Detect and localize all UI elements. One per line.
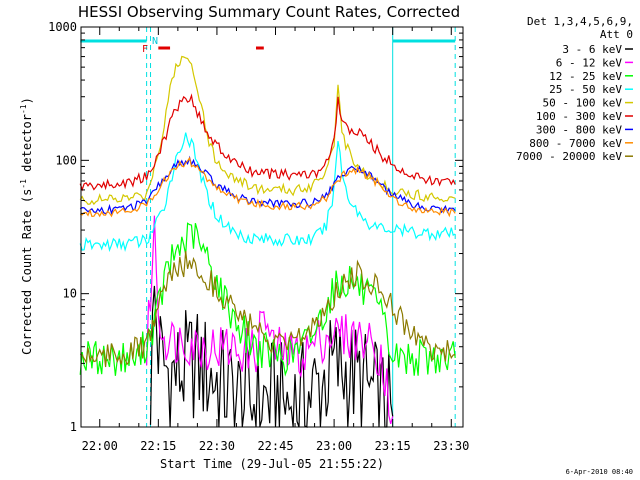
- x-tick-label: 23:00: [316, 439, 352, 453]
- timestamp: 6-Apr-2010 08:40: [566, 468, 633, 476]
- x-tick-label: 23:30: [433, 439, 469, 453]
- legend-header-line2: Att 0: [600, 28, 633, 41]
- series-line-3-6-kev: [149, 285, 394, 428]
- series-line-25-50-kev: [79, 132, 456, 253]
- legend-header-line1: Det 1,3,4,5,6,9,: [527, 15, 633, 28]
- legend-label-7000-20000-kev: 7000 - 20000 keV: [516, 150, 622, 163]
- x-tick-label: 22:15: [140, 439, 176, 453]
- x-axis: 22:00 22:15 22:30 22:45 23:00 23:15 23:30: [82, 27, 469, 453]
- night-indicators: [80, 39, 456, 50]
- legend-label-100-300-kev: 100 - 300 keV: [536, 110, 622, 123]
- plot-frame: [80, 26, 464, 428]
- legend-label-25-50-kev: 25 - 50 keV: [549, 83, 622, 96]
- legend-label-300-800-kev: 300 - 800 keV: [536, 123, 622, 136]
- legend-label-800-7000-kev: 800 - 7000 keV: [529, 137, 622, 150]
- legend-label-12-25-kev: 12 - 25 keV: [549, 70, 622, 83]
- series-line-100-300-kev: [79, 93, 456, 192]
- series-line-7000-20000-kev: [79, 251, 456, 368]
- x-tick-label: 22:45: [257, 439, 293, 453]
- series-line-50-100-kev: [79, 55, 456, 206]
- series-group: [79, 55, 456, 428]
- legend-label-3-6-kev: 3 - 6 keV: [562, 43, 622, 56]
- flag-labels: F N: [142, 36, 158, 55]
- legend-label-6-12-kev: 6 - 12 keV: [556, 56, 623, 69]
- x-axis-label: Start Time (29-Jul-05 21:55:22): [160, 457, 384, 471]
- x-tick-label: 22:00: [82, 439, 118, 453]
- x-tick-label: 22:30: [199, 439, 235, 453]
- y-tick-label: 100: [55, 153, 77, 167]
- y-tick-label: 1000: [48, 20, 77, 34]
- x-tick-label: 23:15: [375, 439, 411, 453]
- y-axis-label: Corrected Count Rate (s-1 detector-1): [19, 97, 34, 355]
- y-axis: 1 10 100 1000: [48, 20, 463, 434]
- series-line-6-12-kev: [146, 215, 394, 425]
- y-tick-label: 1: [70, 420, 77, 434]
- chart-title: HESSI Observing Summary Count Rates, Cor…: [78, 3, 460, 21]
- legend-label-50-100-kev: 50 - 100 keV: [543, 97, 623, 110]
- flare-flag-label: F: [142, 44, 148, 55]
- series-line-800-7000-kev: [80, 156, 456, 218]
- night-flag-label: N: [152, 36, 158, 47]
- y-tick-label: 10: [63, 287, 77, 301]
- series-line-12-25-kev: [79, 222, 456, 377]
